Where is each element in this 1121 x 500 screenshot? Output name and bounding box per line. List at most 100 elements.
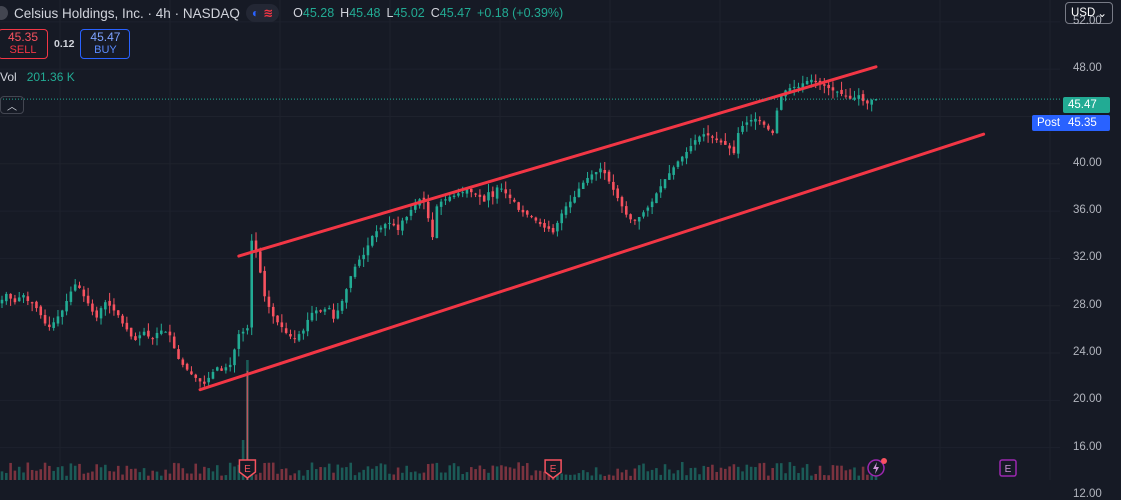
volume-bar [775, 463, 779, 480]
candle [306, 312, 309, 337]
volume-bar [86, 472, 90, 480]
volume-bar [30, 469, 34, 480]
candle [39, 304, 43, 319]
symbol-legend: Celsius Holdings, Inc. · 4h · NASDAQ ◐ ≋… [0, 4, 563, 22]
volume-bar [228, 462, 232, 480]
candle [5, 291, 8, 305]
candle [689, 138, 693, 154]
volume-bar [625, 469, 628, 480]
volume-bar [69, 463, 73, 480]
volume-bar [160, 475, 163, 480]
earnings-marker[interactable]: E [999, 459, 1017, 477]
volume-bar [5, 472, 8, 480]
currency-select[interactable]: USD ⌄ [1065, 2, 1113, 24]
candle [439, 198, 443, 215]
volume-bar [538, 470, 542, 480]
volume-bar [642, 463, 645, 480]
trendline-lower[interactable] [198, 132, 986, 392]
volume-bar [215, 465, 219, 480]
candle [603, 161, 607, 180]
candle [556, 220, 559, 237]
candle [172, 332, 176, 349]
candle [702, 127, 706, 142]
volume-bar [379, 463, 383, 480]
volume-bar [431, 463, 434, 480]
volume-bar [39, 469, 43, 480]
volume-bar [607, 474, 611, 480]
candle [762, 120, 766, 128]
candle [254, 232, 258, 258]
volume-bars [0, 360, 878, 480]
volume-bar [276, 473, 279, 480]
candle [612, 174, 615, 196]
volume-bar [470, 467, 473, 480]
volume-bar [289, 475, 292, 480]
candle [345, 288, 348, 309]
candle [754, 112, 757, 130]
volume-bar [698, 474, 701, 480]
volume-bar [530, 475, 533, 480]
volume-bar [646, 471, 650, 480]
y-tick-label: 12.00 [1073, 488, 1102, 500]
candle [30, 301, 34, 312]
candle [237, 329, 241, 357]
volume-bar [668, 469, 671, 480]
candle [112, 298, 116, 316]
volume-bar [564, 474, 568, 480]
earnings-marker[interactable]: E [544, 459, 562, 479]
candle [435, 204, 439, 239]
volume-bar [818, 465, 822, 480]
candle [99, 306, 103, 325]
candle [431, 212, 434, 240]
candle [241, 327, 245, 342]
candle [672, 165, 675, 180]
volume-bar [741, 471, 744, 480]
candle [276, 315, 279, 326]
candle [569, 195, 572, 214]
candle [655, 192, 658, 204]
volume-bar [142, 468, 146, 480]
candle [573, 190, 576, 204]
buy-button[interactable]: 45.47 BUY [80, 29, 131, 59]
collapse-legend-button[interactable]: ︿ [0, 96, 24, 114]
earnings-marker[interactable]: E [238, 459, 257, 479]
volume-bar [767, 475, 770, 480]
volume-bar [504, 466, 508, 480]
volume-bar [452, 463, 456, 480]
volume-bar [771, 468, 774, 480]
volume-bar [129, 468, 133, 480]
candle [327, 305, 331, 310]
dividend-event-icon[interactable] [867, 458, 887, 477]
volume-bar [581, 470, 585, 480]
volume-bar [310, 462, 314, 480]
volume-bar [573, 474, 576, 480]
session-indicators[interactable]: ◐ ≋ [245, 4, 280, 22]
volume-bar [190, 473, 193, 480]
volume-bar [323, 467, 327, 480]
volume-bar [315, 469, 318, 480]
candle [866, 99, 869, 110]
volume-bar [603, 475, 607, 480]
candle [848, 88, 852, 100]
volume-bar [220, 475, 223, 480]
candle [698, 135, 701, 145]
candle [185, 362, 189, 371]
volume-bar [198, 473, 202, 480]
volume-bar [779, 463, 783, 480]
candle [517, 201, 520, 213]
candle [590, 170, 594, 184]
trend-channel[interactable] [198, 65, 986, 392]
candle [771, 129, 774, 136]
sell-button[interactable]: 45.35 SELL [0, 29, 48, 59]
volume-bar [418, 473, 421, 480]
candle [564, 202, 568, 219]
candle [155, 327, 159, 346]
candle [160, 323, 163, 336]
trendline-upper[interactable] [237, 65, 878, 258]
candle [414, 198, 417, 213]
symbol-title[interactable]: Celsius Holdings, Inc. · 4h · NASDAQ [14, 5, 240, 21]
volume-legend[interactable]: Vol 201.36 K [0, 70, 75, 84]
volume-bar [853, 467, 856, 480]
